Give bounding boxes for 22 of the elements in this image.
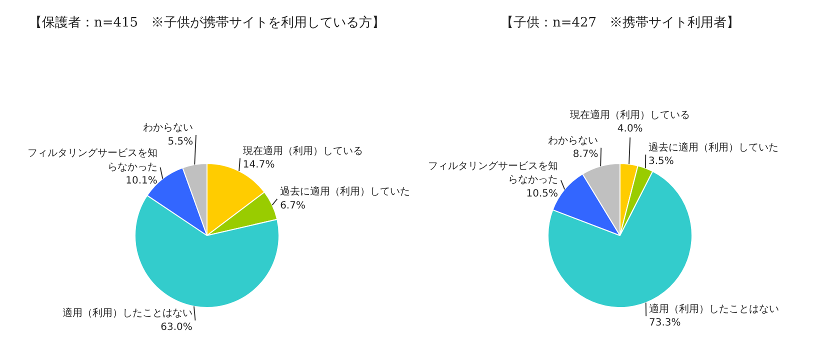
data-label: 4.0% [617,124,643,135]
slice-label: 現在適用（利用）している [570,108,690,121]
data-label: 73.3% [648,318,681,329]
data-label: 5.5% [168,136,194,148]
slice-label: フィルタリングサービスを知らなかった [27,147,158,173]
chart-title: 【子供：n=427 ※携帯サイト利用者】 [500,16,740,31]
chart-title: 【保護者：n=415 ※子供が携帯サイトを利用している方】 [28,14,386,31]
data-label: 8.7% [572,149,598,160]
data-label: 10.1% [126,176,158,187]
slice-label: 過去に適用（利用）していた [648,141,779,154]
data-label: 6.7% [280,200,306,212]
slice-label: 適用（利用）したことはない [62,307,192,320]
slice-label: 現在適用（利用）している [242,144,363,157]
data-label: 63.0% [160,322,192,333]
data-label: 14.7% [242,160,275,171]
slice-label: わからない [548,135,598,146]
data-label: 3.5% [648,156,674,168]
slice-label: わからない [143,122,194,134]
slice-label: 適用（利用）したことはない [648,302,779,315]
slice-label: 過去に適用（利用）していた [280,186,410,198]
data-label: 10.5% [526,188,558,200]
slice-label: フィルタリングサービスを知らなかった [428,160,558,186]
